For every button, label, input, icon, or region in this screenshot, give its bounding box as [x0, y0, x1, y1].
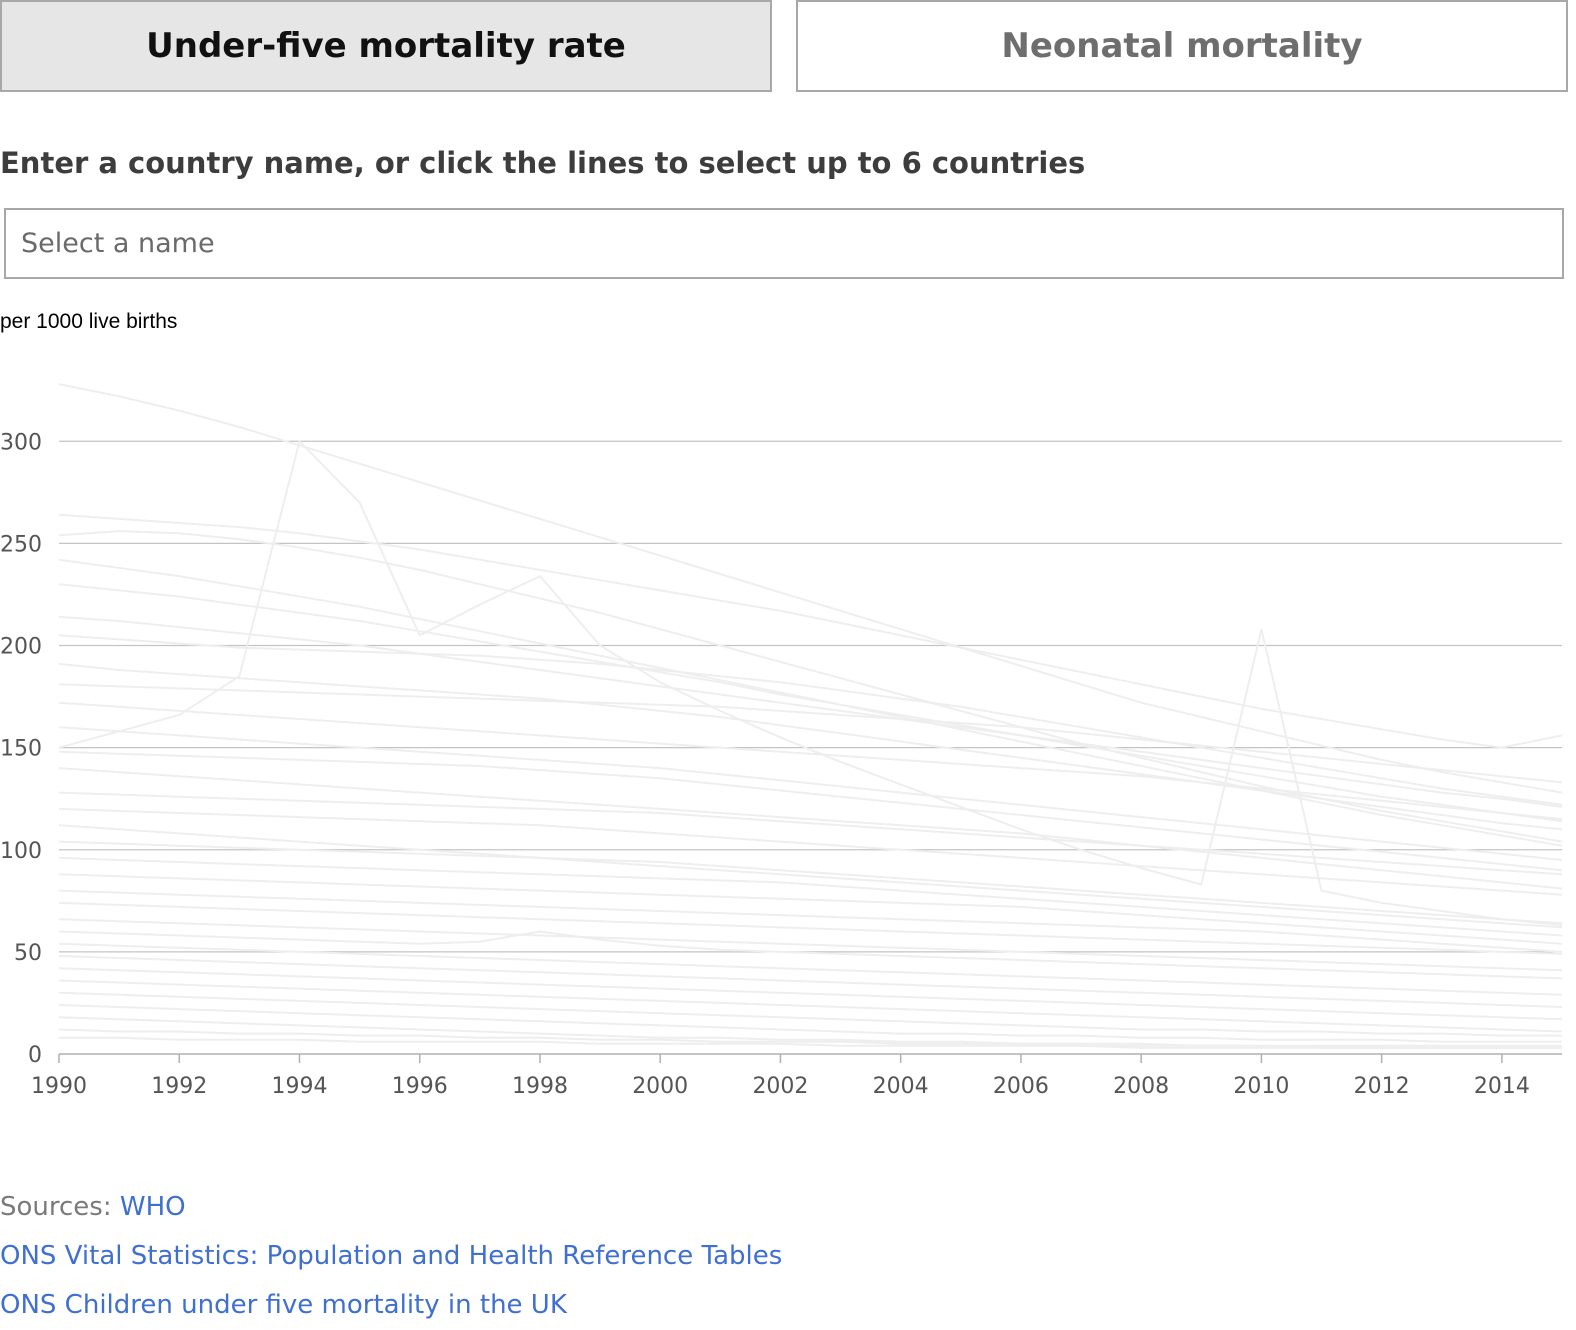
y-tick-label: 100: [0, 839, 42, 864]
mortality-line-chart[interactable]: 1990 1992 1994 1996 1998 2000 2002 2004 2006 2008…: [0, 350, 1576, 1110]
country-line[interactable]: [58, 967, 1563, 1021]
x-tick-label: 1998: [512, 1074, 568, 1099]
country-line[interactable]: [58, 942, 1563, 996]
x-tick-label: 2006: [993, 1074, 1049, 1099]
country-line[interactable]: [58, 991, 1562, 1037]
x-tick-label: 2008: [1113, 1074, 1169, 1099]
country-line[interactable]: [58, 918, 1563, 972]
country-line[interactable]: [58, 1004, 1562, 1043]
y-tick-label: 50: [14, 941, 42, 966]
y-axis-unit-label: per 1000 live births: [0, 310, 178, 333]
instruction-text: Enter a country name, or click the lines…: [0, 146, 1086, 180]
x-tick-label: 2014: [1474, 1074, 1530, 1099]
country-line[interactable]: [58, 824, 1563, 929]
x-tick-label: 2012: [1354, 1074, 1410, 1099]
country-line[interactable]: [58, 439, 1563, 927]
tab-neonatal-mortality[interactable]: Neonatal mortality: [796, 0, 1568, 92]
x-tick-label: 1996: [392, 1074, 448, 1099]
x-tick-label: 2000: [632, 1074, 688, 1099]
y-tick-label: 200: [0, 635, 42, 660]
country-line[interactable]: [58, 615, 1563, 808]
grid-lines: [59, 440, 1562, 953]
y-tick-label: 150: [0, 737, 42, 762]
x-axis: 1990 1992 1994 1996 1998 2000 2002 2004 2006 2008…: [31, 1053, 1562, 1099]
country-line[interactable]: [58, 856, 1563, 937]
source-link-ons-under-five-mortality[interactable]: ONS Children under five mortality in the…: [0, 1290, 567, 1320]
sources: Sources: WHO ONS Vital Statistics: Popul…: [0, 1183, 782, 1330]
x-tick-label: 1992: [151, 1074, 207, 1099]
country-line[interactable]: [58, 1016, 1562, 1047]
country-line[interactable]: [58, 513, 1563, 749]
y-axis: 0 50 100 150 200 250 300: [0, 430, 42, 1068]
country-line[interactable]: [58, 873, 1563, 945]
country-line[interactable]: [58, 807, 1563, 896]
country-search-input[interactable]: [19, 227, 1562, 260]
x-tick-label: 1994: [271, 1074, 327, 1099]
country-line[interactable]: [58, 583, 1563, 823]
country-line[interactable]: [58, 955, 1563, 1008]
x-tick-label: 2002: [752, 1074, 808, 1099]
country-line[interactable]: [58, 767, 1563, 890]
country-line[interactable]: [58, 701, 1563, 821]
country-line[interactable]: [58, 840, 1563, 925]
x-tick-label: 2010: [1233, 1074, 1289, 1099]
y-tick-label: 0: [28, 1043, 42, 1068]
country-line[interactable]: [58, 750, 1563, 872]
country-lines[interactable]: [58, 383, 1563, 1049]
country-line[interactable]: [58, 683, 1563, 784]
country-search-box[interactable]: [4, 208, 1564, 279]
country-line[interactable]: [59, 1036, 1562, 1049]
tab-under-five-mortality[interactable]: Under-five mortality rate: [0, 0, 772, 92]
y-tick-label: 300: [0, 430, 42, 455]
country-line[interactable]: [58, 901, 1563, 955]
country-line[interactable]: [58, 979, 1563, 1033]
x-tick-label: 1990: [31, 1074, 87, 1099]
source-link-ons-vital-statistics[interactable]: ONS Vital Statistics: Population and Hea…: [0, 1241, 783, 1271]
y-tick-label: 250: [0, 532, 42, 557]
country-line[interactable]: [58, 791, 1563, 876]
country-line[interactable]: [58, 930, 1563, 980]
country-line[interactable]: [58, 726, 1563, 861]
country-line[interactable]: [58, 662, 1563, 831]
source-link-who[interactable]: WHO: [119, 1192, 186, 1222]
sources-label: Sources:: [0, 1192, 112, 1222]
country-line[interactable]: [58, 889, 1563, 953]
country-line[interactable]: [58, 383, 1563, 794]
x-tick-label: 2004: [873, 1074, 929, 1099]
country-line[interactable]: [58, 634, 1563, 806]
metric-tabs: Under-five mortality rate Neonatal morta…: [0, 0, 1568, 96]
